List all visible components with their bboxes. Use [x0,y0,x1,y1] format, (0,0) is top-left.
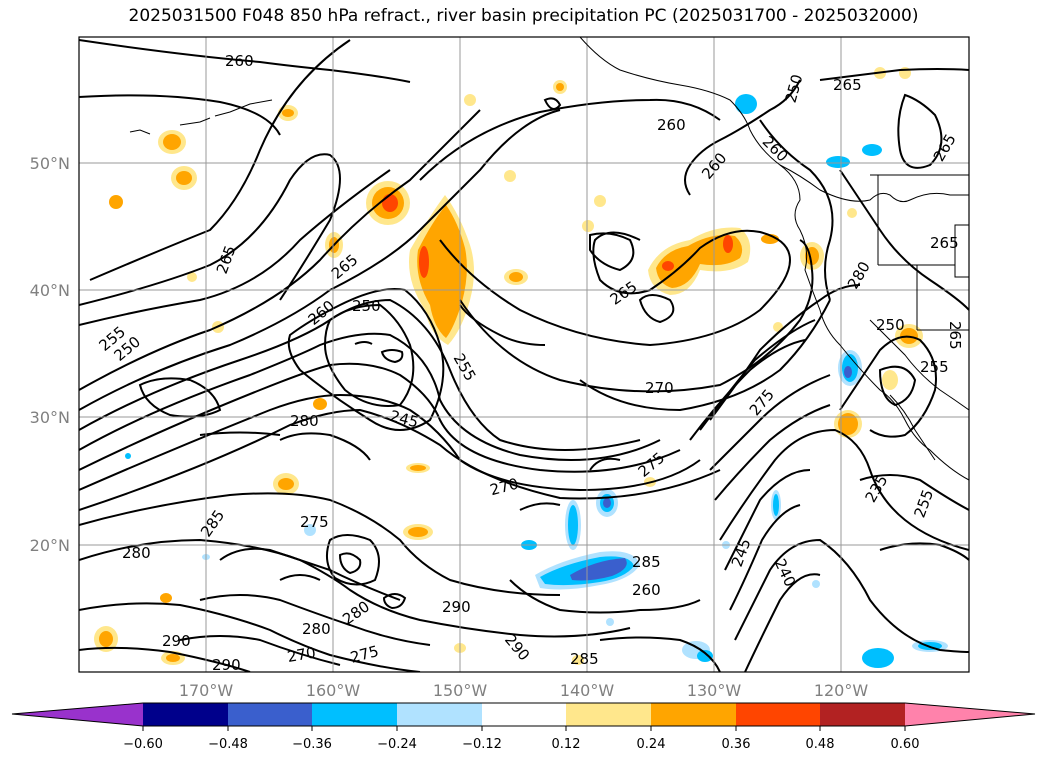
svg-text:285: 285 [570,650,599,668]
svg-text:270: 270 [645,379,674,397]
colorbar-tick: 0.60 [891,737,920,752]
lat-label: 50°N [30,154,70,173]
lat-label: 30°N [30,408,70,427]
svg-text:250: 250 [876,316,905,334]
svg-text:290: 290 [212,656,241,674]
lon-label: 140°W [560,681,615,700]
svg-text:290: 290 [442,598,471,616]
colorbar-extend-min [12,703,143,726]
colorbar-tick: 0.36 [722,737,751,752]
map-title: 2025031500 F048 850 hPa refract., river … [128,6,919,26]
refractivity-contours [79,39,969,672]
colorbar-tick: 0.48 [806,737,835,752]
map-area [79,37,969,672]
lat-label: 20°N [30,536,70,555]
colorbar-tick: 0.24 [637,737,666,752]
lon-label: 150°W [433,681,488,700]
svg-text:260: 260 [632,581,661,599]
lon-label: 160°W [306,681,361,700]
svg-text:280: 280 [290,412,319,430]
svg-text:255: 255 [920,358,949,376]
lat-label: 40°N [30,281,70,300]
svg-text:265: 265 [833,76,862,94]
lon-label: 120°W [814,681,869,700]
svg-text:275: 275 [300,513,329,531]
svg-text:285: 285 [632,553,661,571]
colorbar-tick: −0.36 [292,737,332,752]
colorbar-tick: −0.60 [123,737,163,752]
colorbar-tick: 0.12 [552,737,581,752]
svg-text:290: 290 [162,632,191,650]
colorbar-tick: −0.12 [462,737,502,752]
lon-label: 130°W [687,681,742,700]
colorbar-tick: −0.24 [377,737,417,752]
lon-axis: 170°W 160°W 150°W 140°W 130°W 120°W [179,681,869,700]
svg-text:280: 280 [302,620,331,638]
map-frame [78,36,970,673]
svg-text:265: 265 [930,234,959,252]
svg-text:260: 260 [225,52,254,70]
svg-text:250: 250 [352,297,381,315]
svg-text:270: 270 [286,643,317,666]
svg-text:265: 265 [946,321,964,350]
lon-label: 170°W [179,681,234,700]
graticule [79,37,969,672]
svg-text:280: 280 [122,544,151,562]
coastlines [129,37,969,481]
colorbar: −0.60 −0.48 −0.36 −0.24 −0.12 0.12 0.24 … [11,702,1036,752]
svg-text:260: 260 [657,116,686,134]
colorbar-extend-max [905,703,1035,726]
colorbar-tick: −0.48 [208,737,248,752]
lat-axis: 50°N 40°N 30°N 20°N [30,154,70,555]
